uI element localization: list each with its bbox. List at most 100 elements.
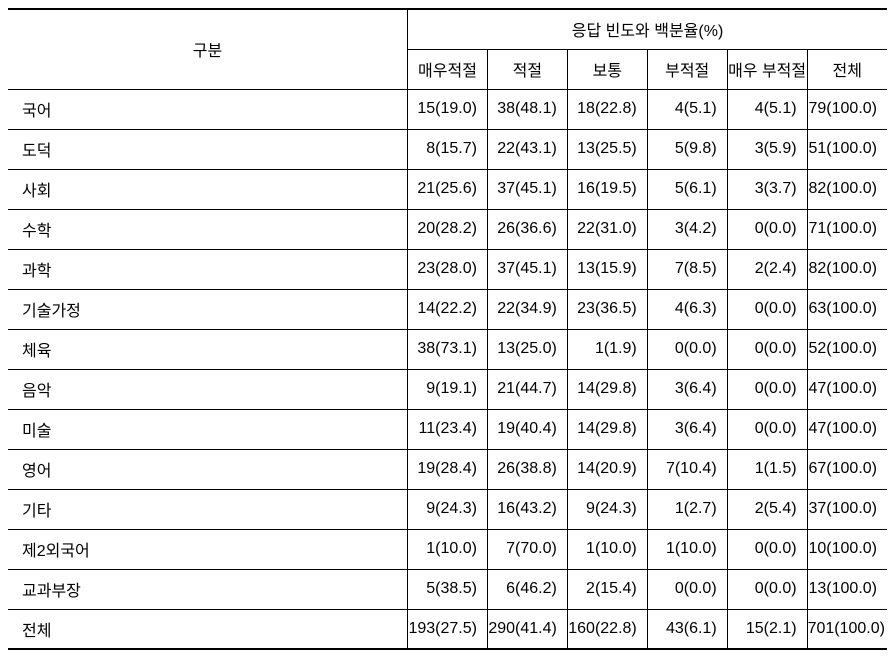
row-label: 전체 — [8, 609, 408, 649]
cell: 14(20.9) — [567, 449, 647, 489]
cell: 2(15.4) — [567, 569, 647, 609]
cell: 4(5.1) — [647, 89, 727, 129]
cell: 0(0.0) — [647, 329, 727, 369]
cell: 9(19.1) — [408, 369, 488, 409]
cell: 7(70.0) — [487, 529, 567, 569]
cell: 71(100.0) — [807, 209, 887, 249]
cell: 193(27.5) — [408, 609, 488, 649]
cell: 38(48.1) — [487, 89, 567, 129]
table-row: 전체193(27.5)290(41.4)160(22.8)43(6.1)15(2… — [8, 609, 887, 649]
cell: 22(31.0) — [567, 209, 647, 249]
cell: 38(73.1) — [408, 329, 488, 369]
cell: 3(6.4) — [647, 369, 727, 409]
cell: 1(2.7) — [647, 489, 727, 529]
cell: 0(0.0) — [727, 569, 807, 609]
cell: 18(22.8) — [567, 89, 647, 129]
cell: 9(24.3) — [567, 489, 647, 529]
cell: 13(100.0) — [807, 569, 887, 609]
cell: 1(10.0) — [408, 529, 488, 569]
cell: 8(15.7) — [408, 129, 488, 169]
table-body: 국어15(19.0)38(48.1)18(22.8)4(5.1)4(5.1)79… — [8, 89, 887, 649]
cell: 47(100.0) — [807, 409, 887, 449]
table-row: 도덕8(15.7)22(43.1)13(25.5)5(9.8)3(5.9)51(… — [8, 129, 887, 169]
table-row: 체육38(73.1)13(25.0)1(1.9)0(0.0)0(0.0)52(1… — [8, 329, 887, 369]
col-header-4: 부적절 — [647, 49, 727, 89]
cell: 21(25.6) — [408, 169, 488, 209]
cell: 7(10.4) — [647, 449, 727, 489]
data-table: 구분 응답 빈도와 백분율(%) 매우적절 적절 보통 부적절 매우 부적절 전… — [8, 8, 887, 650]
cell: 22(34.9) — [487, 289, 567, 329]
cell: 0(0.0) — [727, 289, 807, 329]
col-header-3: 보통 — [567, 49, 647, 89]
cell: 43(6.1) — [647, 609, 727, 649]
row-label: 과학 — [8, 249, 408, 289]
cell: 15(2.1) — [727, 609, 807, 649]
table-row: 기술가정14(22.2)22(34.9)23(36.5)4(6.3)0(0.0)… — [8, 289, 887, 329]
cell: 9(24.3) — [408, 489, 488, 529]
table-row: 교과부장5(38.5)6(46.2)2(15.4)0(0.0)0(0.0)13(… — [8, 569, 887, 609]
col-header-6: 전체 — [807, 49, 887, 89]
cell: 67(100.0) — [807, 449, 887, 489]
cell: 13(25.5) — [567, 129, 647, 169]
col-header-1: 매우적절 — [408, 49, 488, 89]
cell: 0(0.0) — [727, 329, 807, 369]
cell: 3(5.9) — [727, 129, 807, 169]
cell: 10(100.0) — [807, 529, 887, 569]
cell: 2(2.4) — [727, 249, 807, 289]
table-row: 미술11(23.4)19(40.4)14(29.8)3(6.4)0(0.0)47… — [8, 409, 887, 449]
table-row: 국어15(19.0)38(48.1)18(22.8)4(5.1)4(5.1)79… — [8, 89, 887, 129]
cell: 11(23.4) — [408, 409, 488, 449]
cell: 0(0.0) — [647, 569, 727, 609]
cell: 26(36.6) — [487, 209, 567, 249]
cell: 37(100.0) — [807, 489, 887, 529]
cell: 23(28.0) — [408, 249, 488, 289]
row-label: 기타 — [8, 489, 408, 529]
cell: 5(6.1) — [647, 169, 727, 209]
corner-header: 구분 — [8, 9, 408, 89]
row-label: 음악 — [8, 369, 408, 409]
cell: 19(28.4) — [408, 449, 488, 489]
table-row: 음악9(19.1)21(44.7)14(29.8)3(6.4)0(0.0)47(… — [8, 369, 887, 409]
table-row: 영어19(28.4)26(38.8)14(20.9)7(10.4)1(1.5)6… — [8, 449, 887, 489]
cell: 14(29.8) — [567, 369, 647, 409]
cell: 19(40.4) — [487, 409, 567, 449]
cell: 160(22.8) — [567, 609, 647, 649]
cell: 63(100.0) — [807, 289, 887, 329]
cell: 52(100.0) — [807, 329, 887, 369]
cell: 7(8.5) — [647, 249, 727, 289]
row-label: 교과부장 — [8, 569, 408, 609]
cell: 13(25.0) — [487, 329, 567, 369]
cell: 23(36.5) — [567, 289, 647, 329]
cell: 51(100.0) — [807, 129, 887, 169]
table-header: 구분 응답 빈도와 백분율(%) 매우적절 적절 보통 부적절 매우 부적절 전… — [8, 9, 887, 89]
cell: 16(43.2) — [487, 489, 567, 529]
table-row: 사회21(25.6)37(45.1)16(19.5)5(6.1)3(3.7)82… — [8, 169, 887, 209]
cell: 4(6.3) — [647, 289, 727, 329]
table-row: 제2외국어1(10.0)7(70.0)1(10.0)1(10.0)0(0.0)1… — [8, 529, 887, 569]
col-header-2: 적절 — [487, 49, 567, 89]
cell: 0(0.0) — [727, 409, 807, 449]
cell: 6(46.2) — [487, 569, 567, 609]
table-row: 과학23(28.0)37(45.1)13(15.9)7(8.5)2(2.4)82… — [8, 249, 887, 289]
cell: 1(10.0) — [567, 529, 647, 569]
cell: 3(3.7) — [727, 169, 807, 209]
cell: 1(1.9) — [567, 329, 647, 369]
row-label: 수학 — [8, 209, 408, 249]
row-label: 제2외국어 — [8, 529, 408, 569]
row-label: 영어 — [8, 449, 408, 489]
cell: 14(22.2) — [408, 289, 488, 329]
cell: 290(41.4) — [487, 609, 567, 649]
cell: 15(19.0) — [408, 89, 488, 129]
cell: 22(43.1) — [487, 129, 567, 169]
row-label: 체육 — [8, 329, 408, 369]
cell: 2(5.4) — [727, 489, 807, 529]
cell: 1(1.5) — [727, 449, 807, 489]
table-row: 수학20(28.2)26(36.6)22(31.0)3(4.2)0(0.0)71… — [8, 209, 887, 249]
cell: 4(5.1) — [727, 89, 807, 129]
cell: 26(38.8) — [487, 449, 567, 489]
cell: 0(0.0) — [727, 369, 807, 409]
cell: 0(0.0) — [727, 529, 807, 569]
cell: 13(15.9) — [567, 249, 647, 289]
spanning-header: 응답 빈도와 백분율(%) — [408, 9, 887, 49]
cell: 16(19.5) — [567, 169, 647, 209]
